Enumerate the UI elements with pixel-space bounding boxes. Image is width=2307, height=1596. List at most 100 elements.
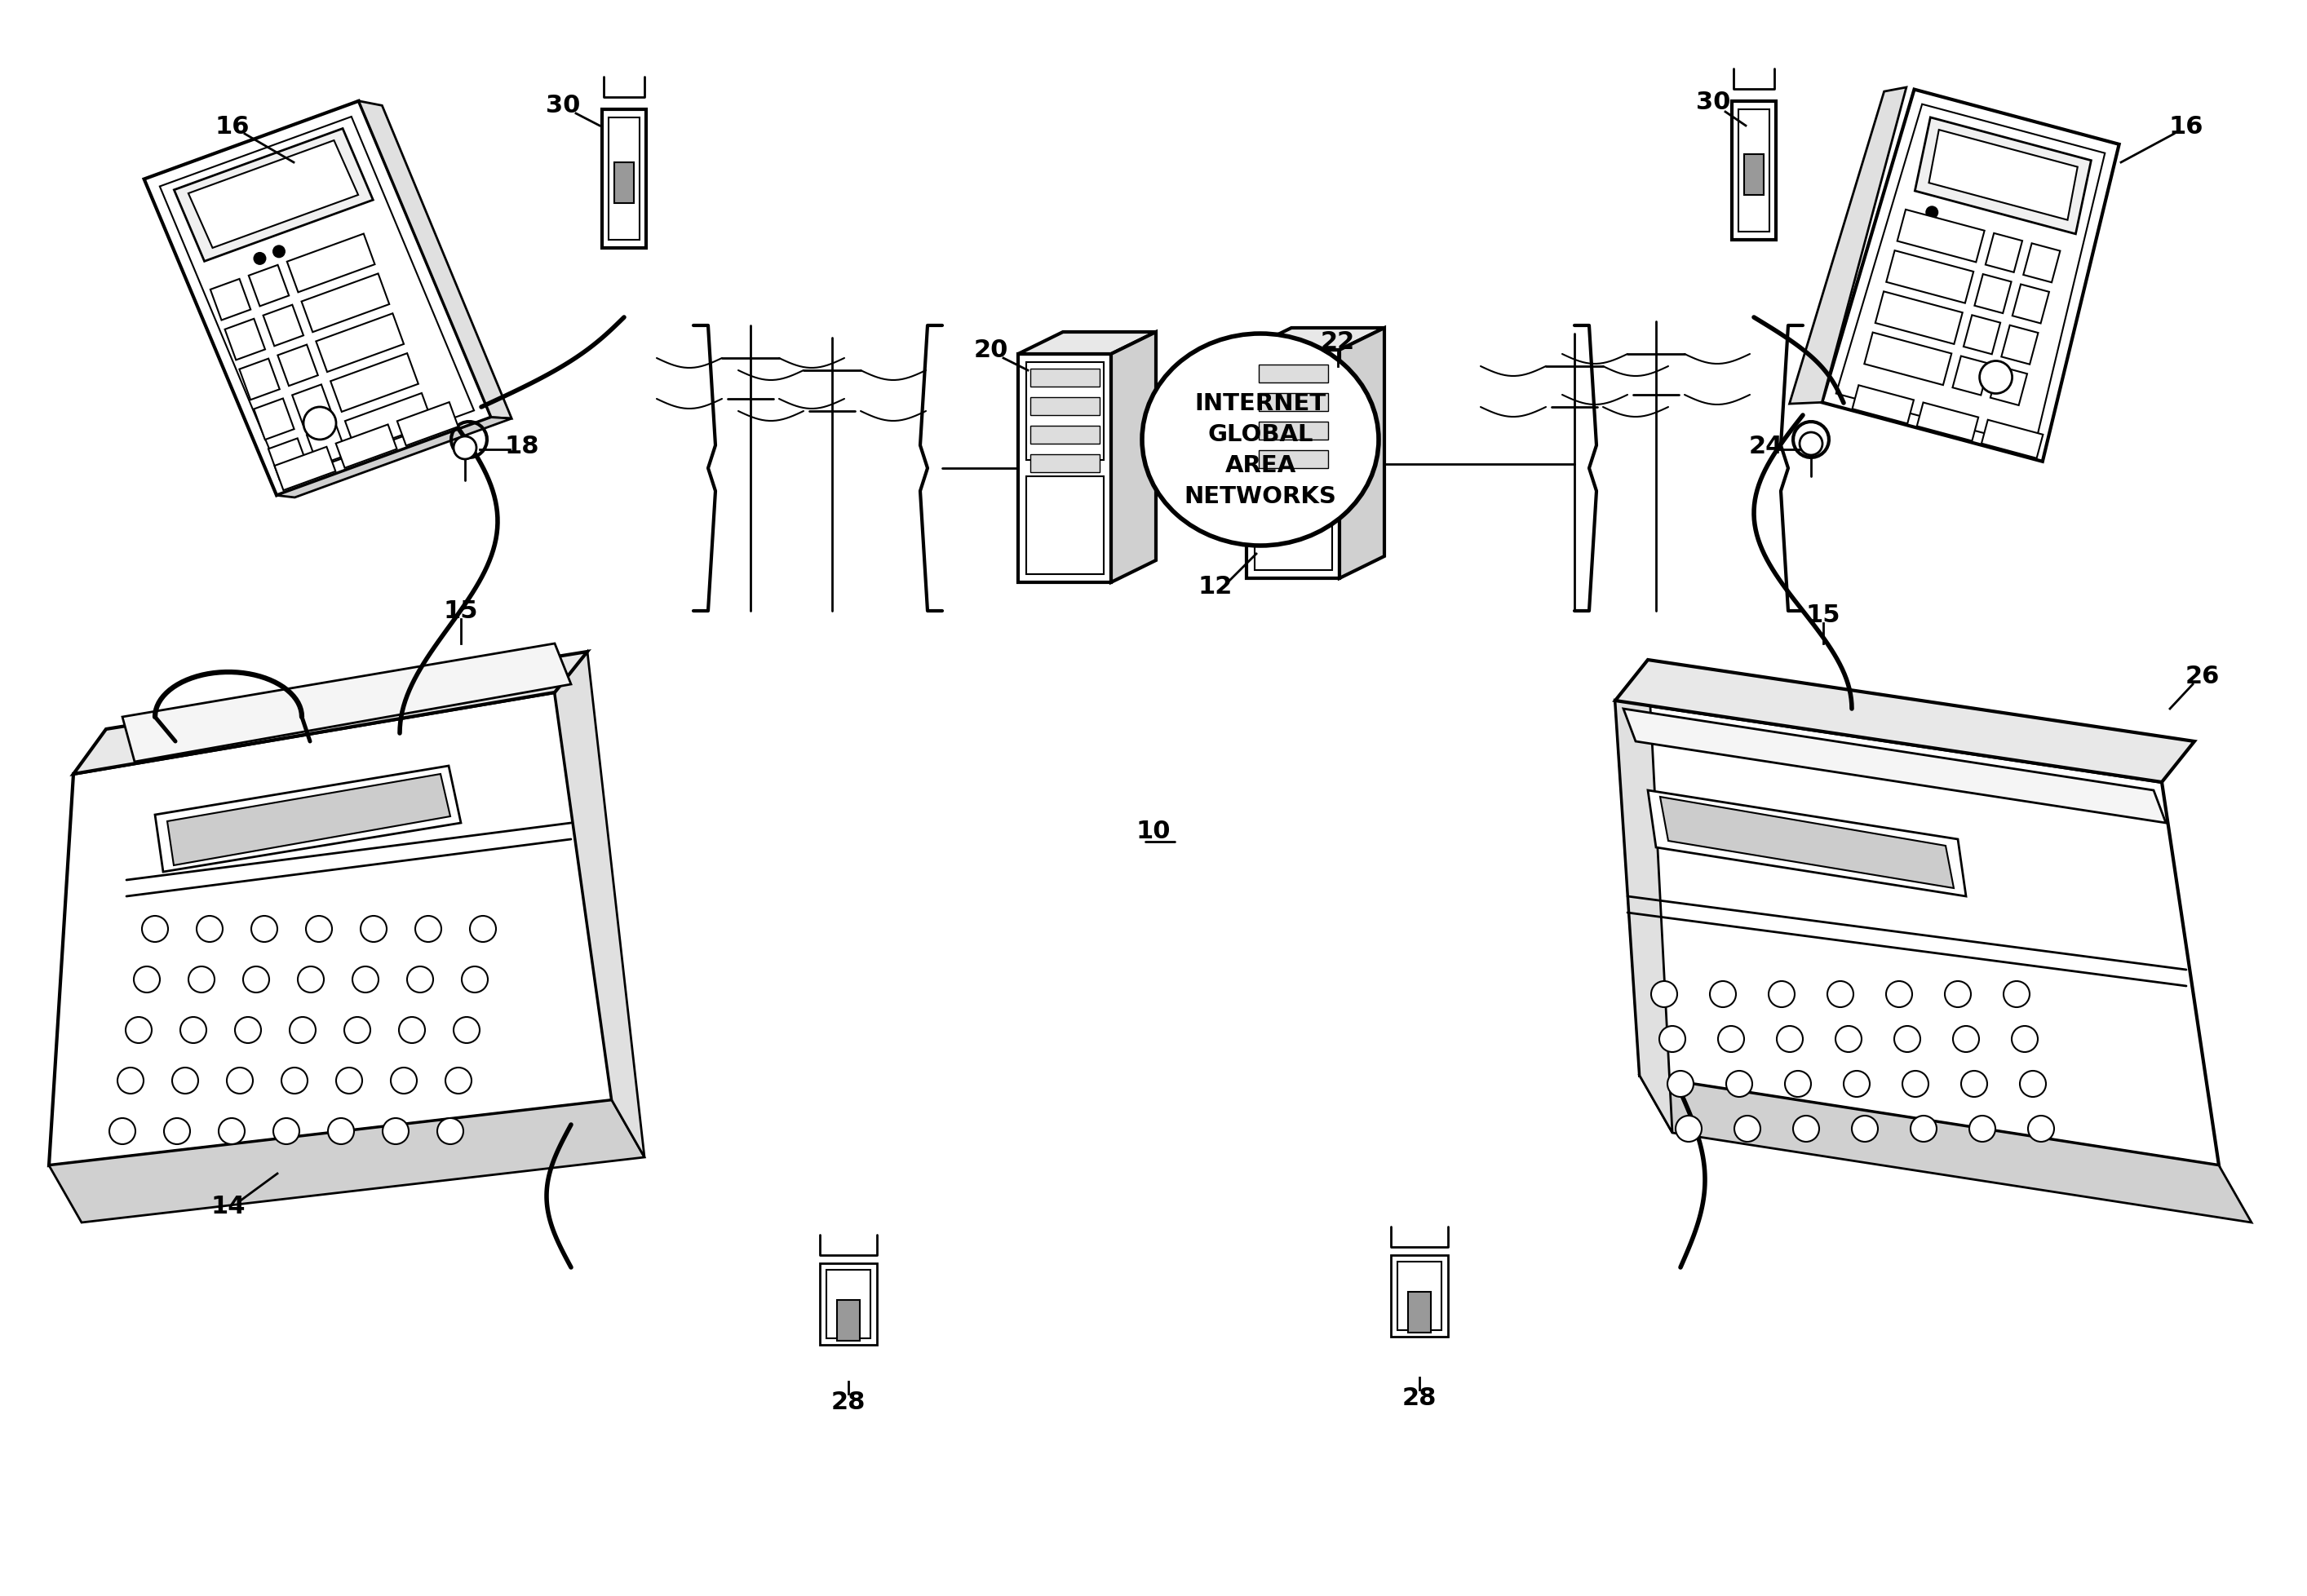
Bar — [1255, 359, 1331, 456]
Circle shape — [1735, 1116, 1760, 1143]
Circle shape — [1786, 1071, 1811, 1096]
Polygon shape — [819, 1264, 877, 1345]
Bar — [1031, 455, 1100, 472]
Polygon shape — [1246, 351, 1340, 579]
Polygon shape — [155, 766, 461, 871]
Text: 30: 30 — [1696, 89, 1730, 113]
Circle shape — [180, 1017, 205, 1044]
Polygon shape — [337, 425, 397, 469]
Circle shape — [2012, 1026, 2037, 1052]
Circle shape — [143, 916, 168, 942]
Circle shape — [1709, 982, 1735, 1007]
Circle shape — [1836, 1026, 1862, 1052]
Circle shape — [219, 1119, 245, 1144]
Polygon shape — [1915, 118, 2090, 235]
Circle shape — [337, 1068, 362, 1093]
Text: 28: 28 — [1403, 1385, 1437, 1409]
Text: 16: 16 — [215, 115, 249, 139]
Circle shape — [399, 1017, 424, 1044]
Bar — [1260, 423, 1329, 440]
Text: 22: 22 — [1320, 330, 1354, 354]
Circle shape — [305, 407, 337, 440]
Polygon shape — [1112, 332, 1156, 583]
Polygon shape — [1647, 790, 1966, 897]
Circle shape — [360, 916, 388, 942]
Polygon shape — [275, 447, 335, 492]
Polygon shape — [1896, 211, 1984, 263]
Circle shape — [226, 1068, 254, 1093]
Circle shape — [461, 967, 487, 993]
Text: 14: 14 — [210, 1194, 247, 1218]
Bar — [1031, 397, 1100, 415]
Polygon shape — [602, 110, 646, 249]
Circle shape — [471, 916, 496, 942]
Circle shape — [134, 967, 159, 993]
Bar — [1027, 477, 1103, 575]
Polygon shape — [1017, 332, 1156, 354]
Polygon shape — [286, 235, 374, 294]
Polygon shape — [1733, 102, 1776, 241]
Polygon shape — [330, 354, 418, 412]
Polygon shape — [397, 402, 459, 447]
Text: 15: 15 — [443, 600, 478, 622]
Polygon shape — [609, 118, 639, 241]
Ellipse shape — [1142, 334, 1380, 546]
Polygon shape — [346, 394, 434, 452]
Text: 20: 20 — [974, 338, 1008, 362]
Polygon shape — [74, 653, 588, 774]
Text: AREA: AREA — [1225, 453, 1297, 477]
Polygon shape — [268, 439, 309, 480]
Circle shape — [344, 1017, 371, 1044]
Circle shape — [1894, 1026, 1919, 1052]
Circle shape — [272, 246, 286, 259]
Circle shape — [2028, 1116, 2053, 1143]
Polygon shape — [554, 653, 644, 1157]
Bar — [1260, 450, 1329, 469]
Polygon shape — [2002, 326, 2037, 365]
Circle shape — [1961, 1071, 1986, 1096]
Bar — [1031, 369, 1100, 388]
Polygon shape — [1982, 420, 2044, 458]
Text: INTERNET: INTERNET — [1195, 393, 1327, 415]
Circle shape — [1769, 982, 1795, 1007]
Circle shape — [1668, 1071, 1693, 1096]
Polygon shape — [189, 140, 358, 249]
Polygon shape — [1407, 1291, 1430, 1333]
Circle shape — [242, 967, 270, 993]
Polygon shape — [1615, 661, 2194, 782]
Polygon shape — [1836, 105, 2104, 447]
Polygon shape — [316, 314, 404, 372]
Polygon shape — [48, 693, 611, 1165]
Text: NETWORKS: NETWORKS — [1183, 485, 1336, 508]
Circle shape — [1887, 982, 1913, 1007]
Polygon shape — [1398, 1262, 1442, 1331]
Circle shape — [251, 916, 277, 942]
Circle shape — [1970, 1116, 1996, 1143]
Text: 15: 15 — [1806, 603, 1841, 627]
Circle shape — [272, 1119, 300, 1144]
Polygon shape — [249, 265, 288, 306]
Circle shape — [1799, 433, 1823, 455]
Circle shape — [454, 1017, 480, 1044]
Polygon shape — [1615, 661, 1673, 1133]
Circle shape — [415, 916, 441, 942]
Polygon shape — [240, 359, 279, 401]
Polygon shape — [277, 418, 512, 498]
Polygon shape — [1615, 701, 2219, 1165]
Circle shape — [406, 967, 434, 993]
Text: 10: 10 — [1135, 820, 1172, 843]
Circle shape — [1659, 1026, 1686, 1052]
Polygon shape — [2012, 286, 2049, 324]
Circle shape — [189, 967, 215, 993]
Circle shape — [445, 1068, 471, 1093]
Polygon shape — [210, 279, 251, 321]
Circle shape — [353, 967, 378, 993]
Circle shape — [173, 1068, 198, 1093]
Circle shape — [1675, 1116, 1703, 1143]
Circle shape — [307, 916, 332, 942]
Polygon shape — [1917, 404, 1979, 442]
Polygon shape — [277, 345, 318, 386]
Circle shape — [196, 916, 224, 942]
Polygon shape — [826, 1270, 870, 1339]
Circle shape — [108, 1119, 136, 1144]
